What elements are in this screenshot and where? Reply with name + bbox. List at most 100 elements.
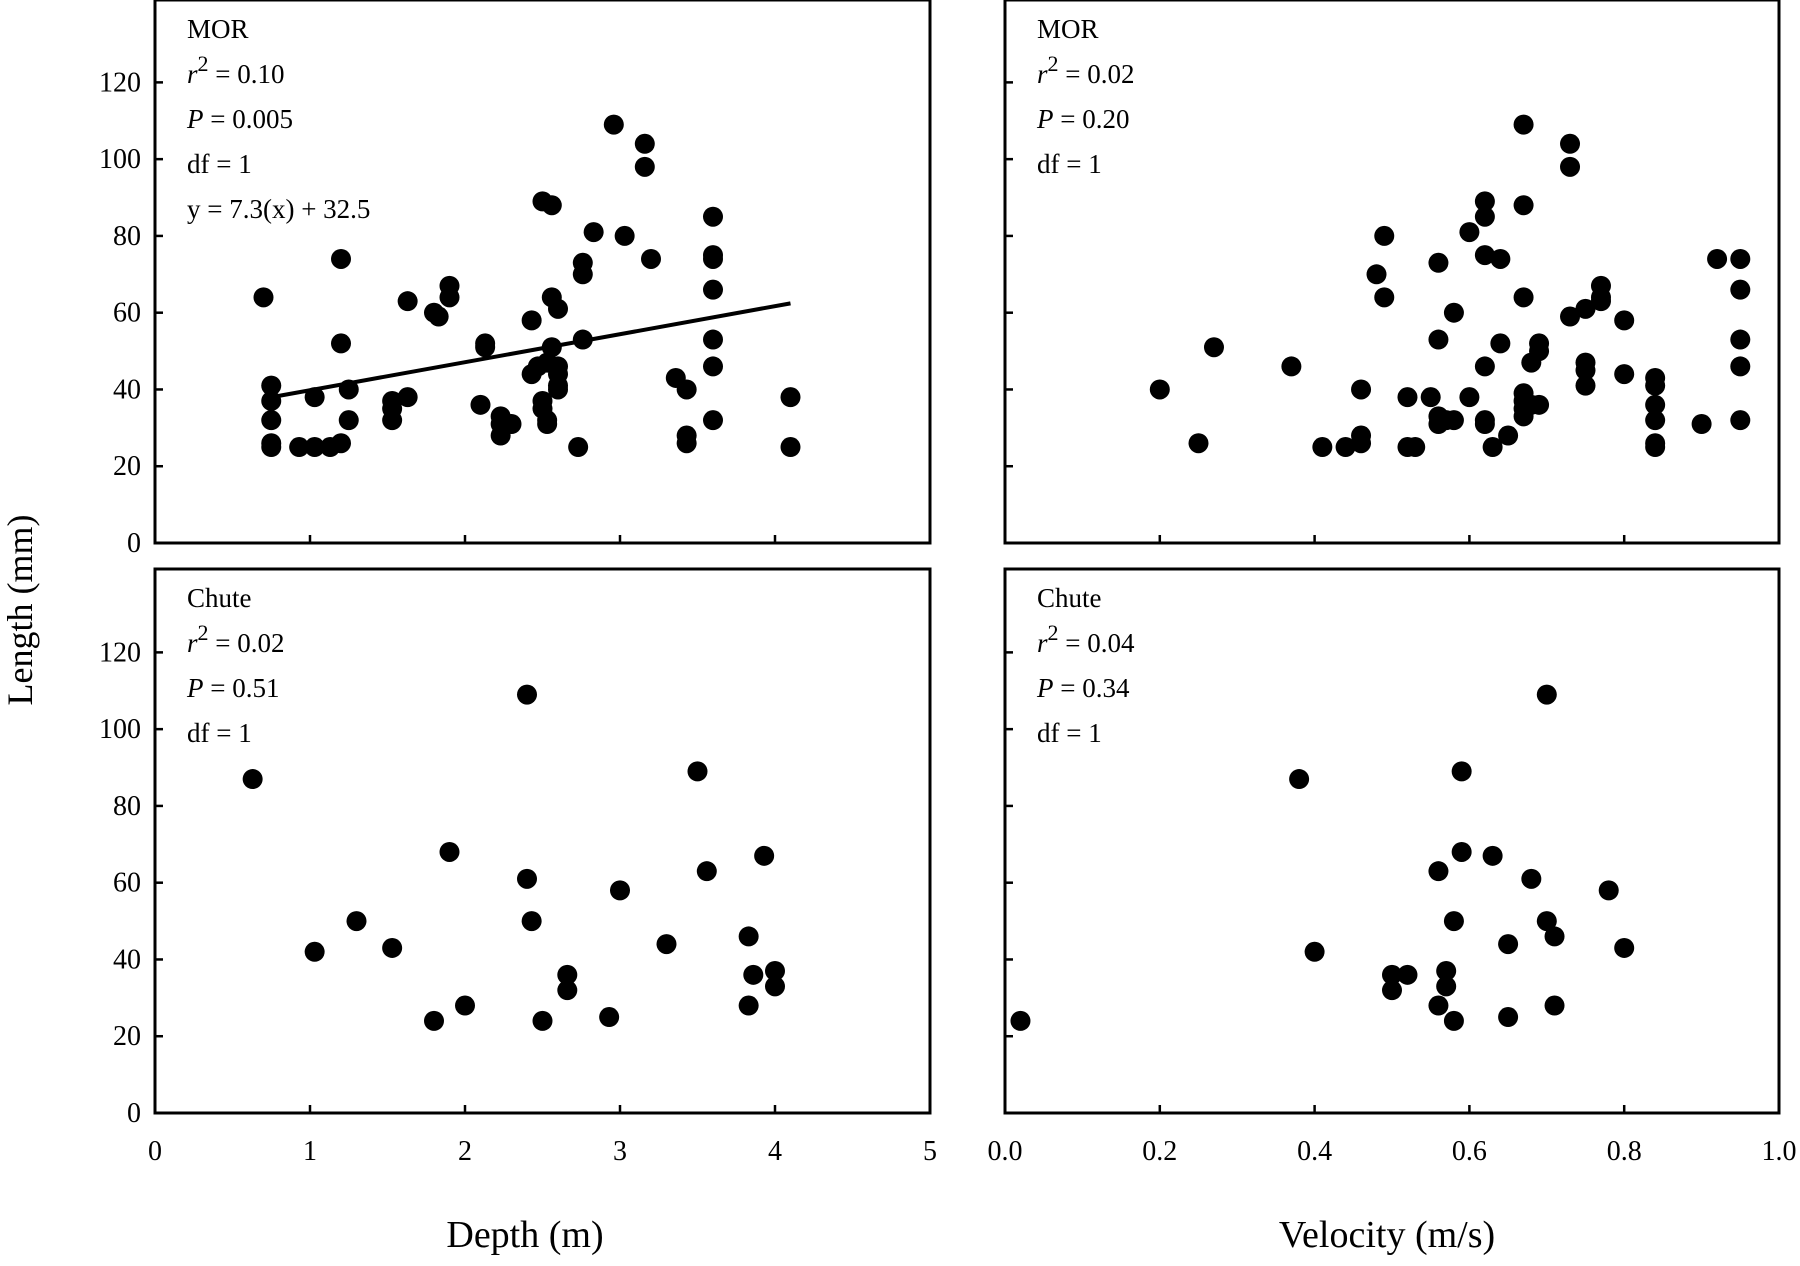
r-squared-stat: r2 = 0.02 xyxy=(187,620,285,658)
data-point xyxy=(1529,341,1550,362)
y-tick-label: 40 xyxy=(113,944,141,975)
data-point xyxy=(780,437,801,458)
data-point xyxy=(1428,329,1449,350)
p-value: = 0.34 xyxy=(1054,673,1130,703)
data-point xyxy=(738,926,759,947)
data-point xyxy=(1614,937,1635,958)
r-squared-value: = 0.10 xyxy=(209,59,285,89)
x-tick-label: 2 xyxy=(458,1136,472,1167)
data-point xyxy=(470,394,491,415)
data-point xyxy=(242,769,263,790)
data-point xyxy=(331,433,351,454)
data-point xyxy=(1560,133,1581,154)
data-point xyxy=(1474,191,1495,212)
y-axis-label: Length (mm) xyxy=(0,515,40,706)
x-tick-label: 4 xyxy=(768,1136,782,1167)
data-point xyxy=(304,437,325,458)
data-point xyxy=(289,437,310,458)
regression-line xyxy=(270,301,791,400)
data-point xyxy=(1351,433,1372,454)
data-point xyxy=(634,156,655,177)
data-point xyxy=(676,433,697,454)
p-value-stat: P = 0.51 xyxy=(186,673,279,703)
y-tick-label: 80 xyxy=(113,791,141,822)
r-symbol: r xyxy=(187,628,198,658)
data-point xyxy=(703,206,723,227)
data-point xyxy=(397,291,418,312)
r-squared-value: = 0.04 xyxy=(1059,628,1135,658)
data-point xyxy=(572,264,593,285)
df-stat: df = 1 xyxy=(187,718,252,748)
data-point xyxy=(687,761,708,782)
y-tick-label: 20 xyxy=(113,1021,141,1052)
panel-frame xyxy=(1003,567,1781,1115)
data-point xyxy=(439,287,460,308)
x-tick-label: 1 xyxy=(303,1136,317,1167)
data-point xyxy=(557,964,578,985)
data-point xyxy=(703,279,723,300)
df-stat: df = 1 xyxy=(1037,718,1102,748)
data-point xyxy=(1645,394,1666,415)
data-point xyxy=(1575,375,1596,396)
data-point xyxy=(1521,868,1542,889)
df-stat: df = 1 xyxy=(1037,149,1102,179)
p-value: = 0.005 xyxy=(204,104,293,134)
data-point xyxy=(1459,387,1480,408)
data-point xyxy=(261,375,282,396)
data-point xyxy=(1544,926,1565,947)
data-point xyxy=(1451,761,1472,782)
data-point xyxy=(1428,995,1449,1016)
x-tick-label: 0 xyxy=(148,1136,162,1167)
y-tick-label: 0 xyxy=(127,528,141,559)
data-point xyxy=(397,387,418,408)
data-point xyxy=(537,414,558,435)
r-exponent: 2 xyxy=(1048,51,1059,76)
data-point xyxy=(1598,880,1619,901)
data-point xyxy=(1590,291,1611,312)
data-point xyxy=(1536,911,1557,932)
data-point xyxy=(1188,433,1209,454)
data-point xyxy=(1443,302,1464,323)
data-point xyxy=(765,976,785,997)
y-tick-label: 40 xyxy=(113,374,141,405)
data-point xyxy=(1474,356,1495,377)
y-tick-label: 60 xyxy=(113,868,141,899)
data-point xyxy=(1335,437,1356,458)
data-point xyxy=(634,133,655,154)
data-point xyxy=(1730,356,1751,377)
data-point xyxy=(1281,356,1302,377)
r-squared-stat: r2 = 0.04 xyxy=(1037,620,1135,658)
p-value-stat: P = 0.20 xyxy=(1036,104,1129,134)
x-tick-label: 0.0 xyxy=(988,1136,1023,1167)
x-axis-label-depth: Depth (m) xyxy=(446,1214,603,1256)
x-tick-label: 0.8 xyxy=(1607,1136,1642,1167)
data-point xyxy=(1490,248,1511,269)
data-point xyxy=(1382,980,1402,1001)
x-tick-label: 1.0 xyxy=(1762,1136,1797,1167)
data-point xyxy=(703,248,723,269)
data-point xyxy=(541,195,562,216)
data-point xyxy=(304,941,325,962)
data-point xyxy=(1397,964,1418,985)
data-point xyxy=(603,114,624,135)
data-point xyxy=(1498,425,1519,446)
data-point xyxy=(1691,414,1712,435)
data-point xyxy=(1443,1010,1464,1031)
r-exponent: 2 xyxy=(198,51,209,76)
data-point xyxy=(1382,964,1402,985)
data-point xyxy=(1560,156,1581,177)
panel-title: MOR xyxy=(187,14,249,44)
p-symbol: P xyxy=(186,673,204,703)
data-point xyxy=(1436,976,1457,997)
data-point xyxy=(475,337,496,358)
data-point xyxy=(1544,995,1565,1016)
data-point xyxy=(548,298,568,319)
r-symbol: r xyxy=(1037,59,1048,89)
data-point xyxy=(1366,264,1387,285)
data-point xyxy=(455,995,475,1016)
panel-title: Chute xyxy=(187,583,252,613)
data-point xyxy=(1614,310,1635,331)
data-point xyxy=(614,225,635,246)
panel-frame xyxy=(1003,0,1781,545)
